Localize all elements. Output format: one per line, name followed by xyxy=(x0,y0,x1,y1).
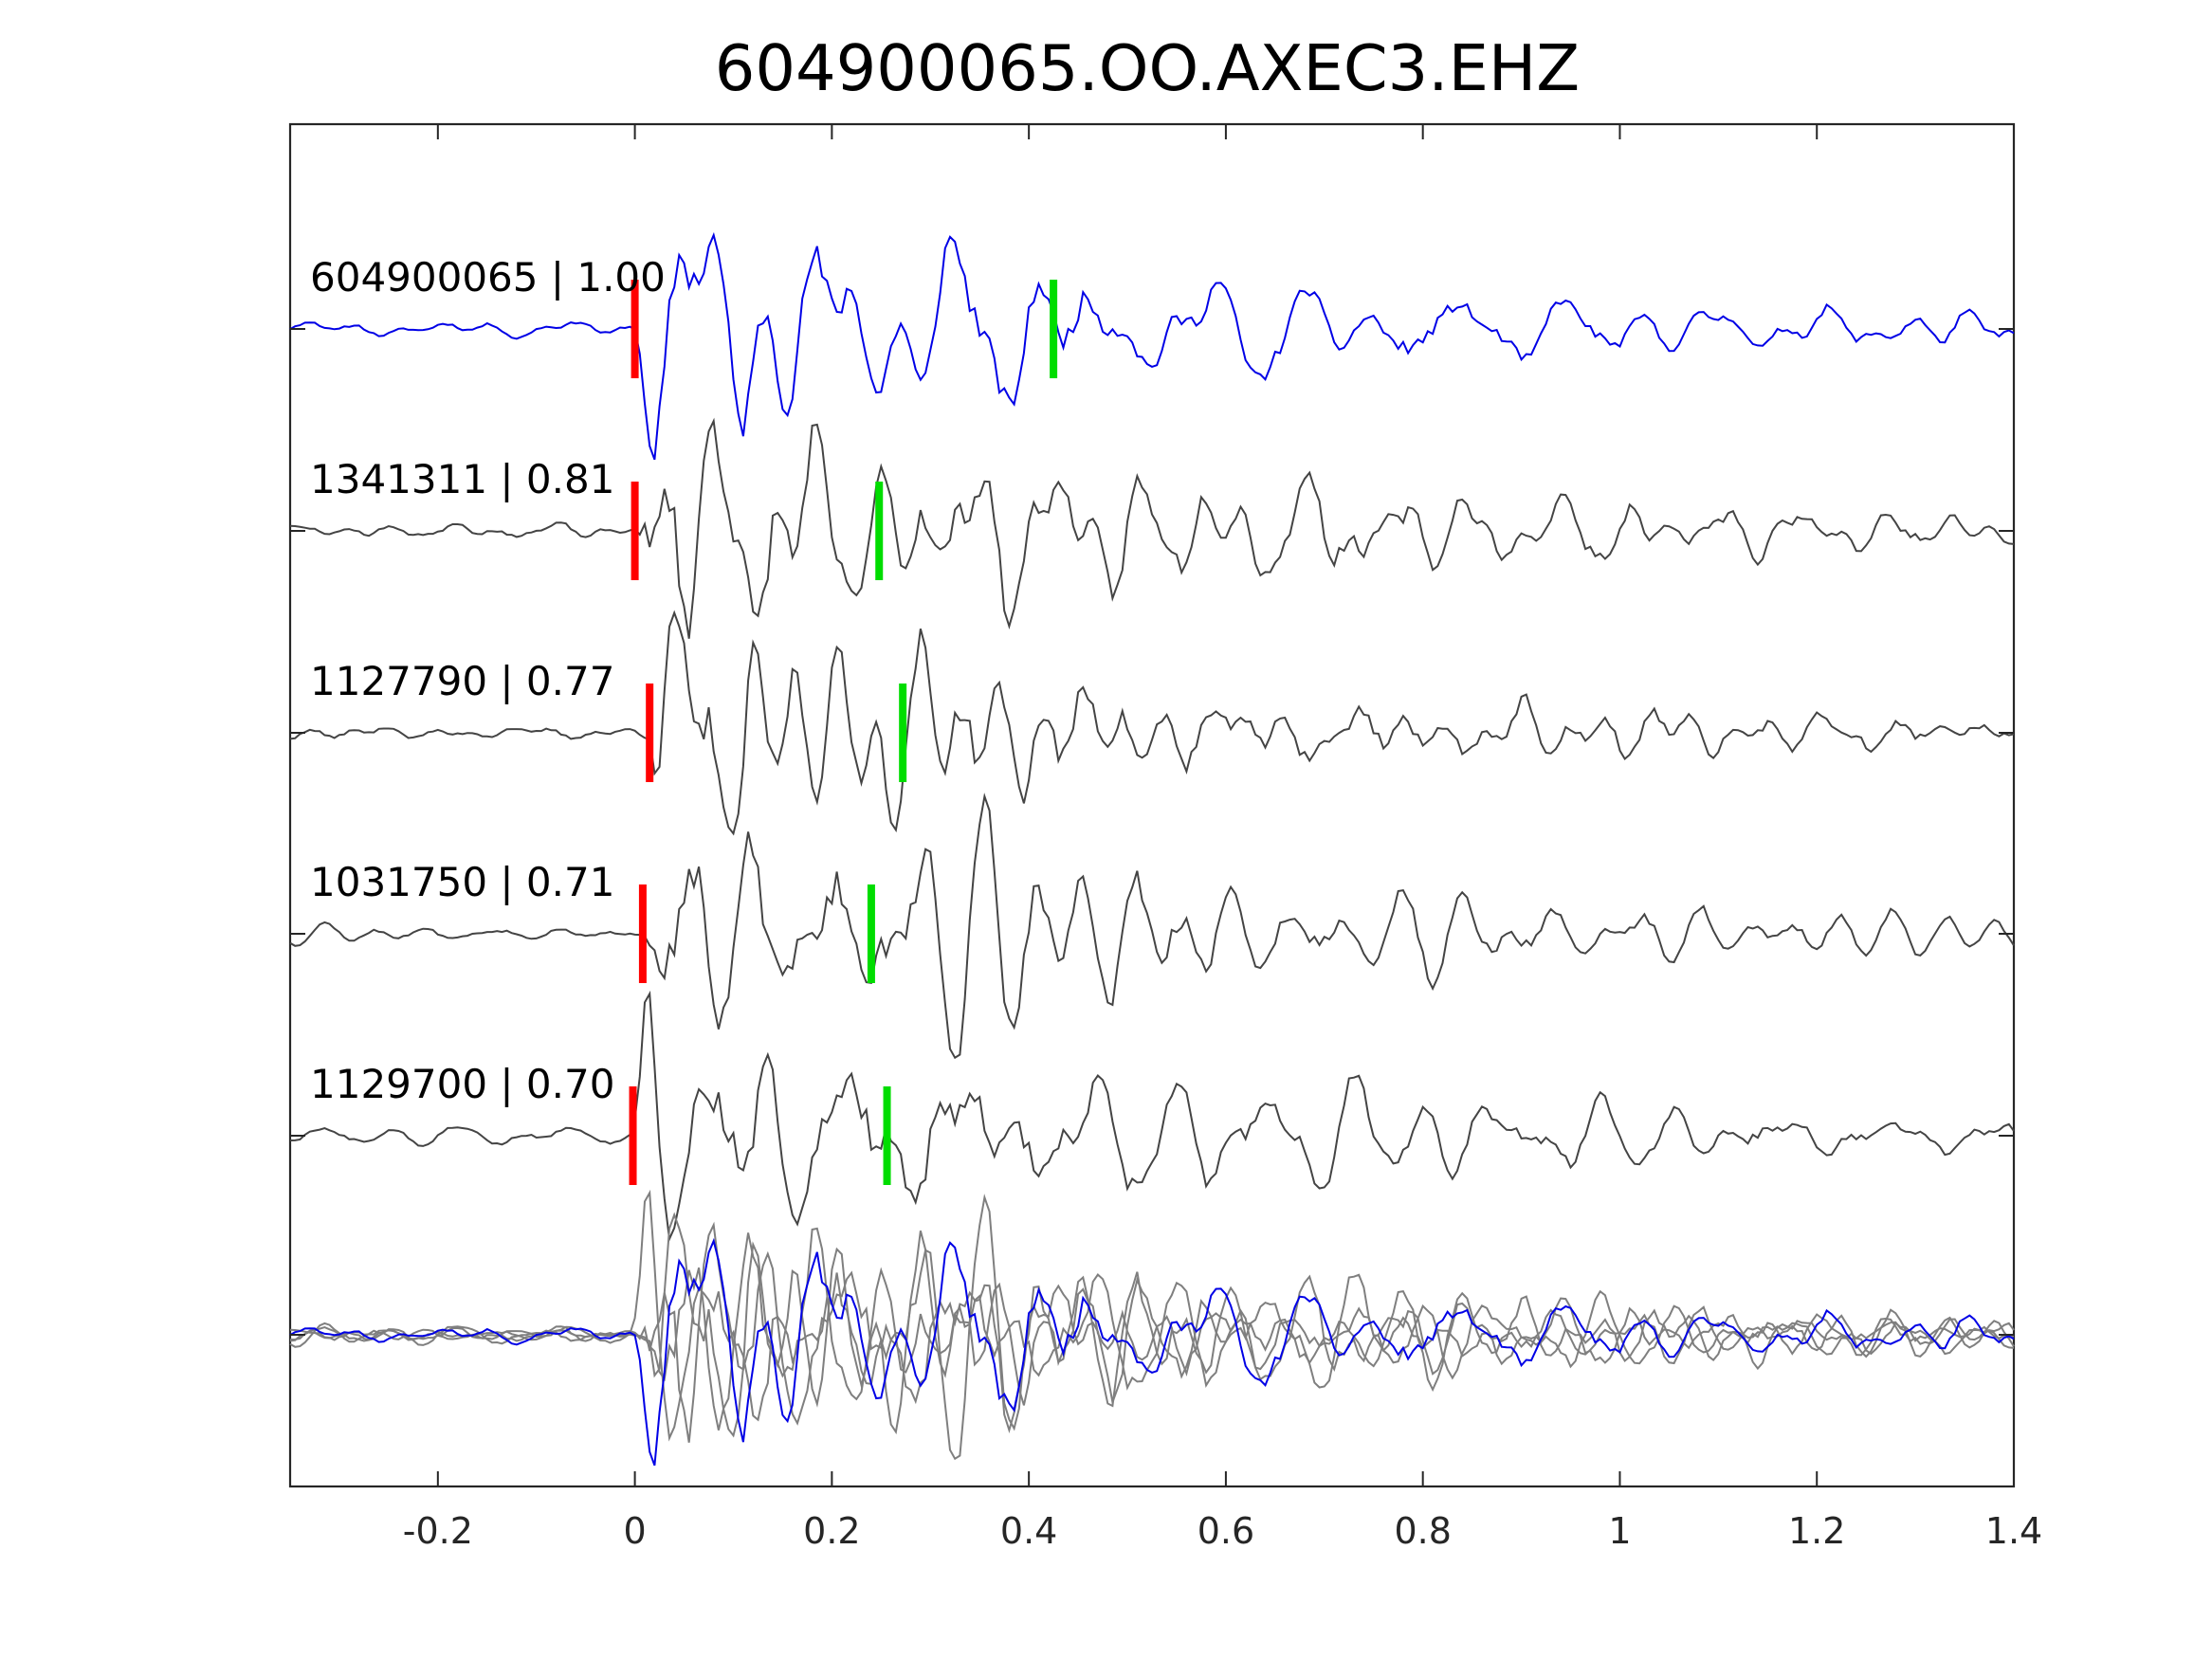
trace-line xyxy=(289,231,2015,461)
x-tick-label: 0.6 xyxy=(1197,1510,1254,1552)
x-tick-label: 0.4 xyxy=(1000,1510,1057,1552)
x-tick-label: 0.2 xyxy=(803,1510,860,1552)
overlay-trace-line xyxy=(289,1212,2015,1438)
x-tick-label: 1.2 xyxy=(1788,1510,1845,1552)
trace-group xyxy=(289,231,2015,1243)
overlay-trace-line xyxy=(289,1221,2015,1443)
x-tick-label: 1.4 xyxy=(1985,1510,2042,1552)
overlay-trace-line xyxy=(289,1237,2015,1467)
trace-line xyxy=(289,990,2015,1243)
trace-labels: 604900065 | 1.00 1341311 | 0.81 1127790 | … xyxy=(310,254,666,1107)
x-tick-label: 0 xyxy=(624,1510,647,1552)
overlay-group xyxy=(289,1189,2015,1467)
trace-label: 1127790 | 0.77 xyxy=(310,658,614,704)
x-tick-label: 0.8 xyxy=(1394,1510,1451,1552)
x-tick-label: -0.2 xyxy=(403,1510,473,1552)
chart-title: 604900065.OO.AXEC3.EHZ xyxy=(715,31,1580,105)
trace-label: 604900065 | 1.00 xyxy=(310,254,666,301)
x-axis: -0.2 0 0.2 0.4 0.6 0.8 1 1.2 1.4 xyxy=(403,124,2042,1552)
trace-line xyxy=(289,793,2015,1060)
trace-label: 1129700 | 0.70 xyxy=(310,1061,614,1107)
trace-line xyxy=(289,610,2015,836)
trace-line xyxy=(289,417,2015,639)
axes-frame xyxy=(288,122,2016,1488)
trace-label: 1031750 | 0.71 xyxy=(310,859,614,905)
overlay-trace-line xyxy=(289,1194,2015,1461)
trace-label: 1341311 | 0.81 xyxy=(310,456,614,502)
x-tick-label: 1 xyxy=(1608,1510,1631,1552)
